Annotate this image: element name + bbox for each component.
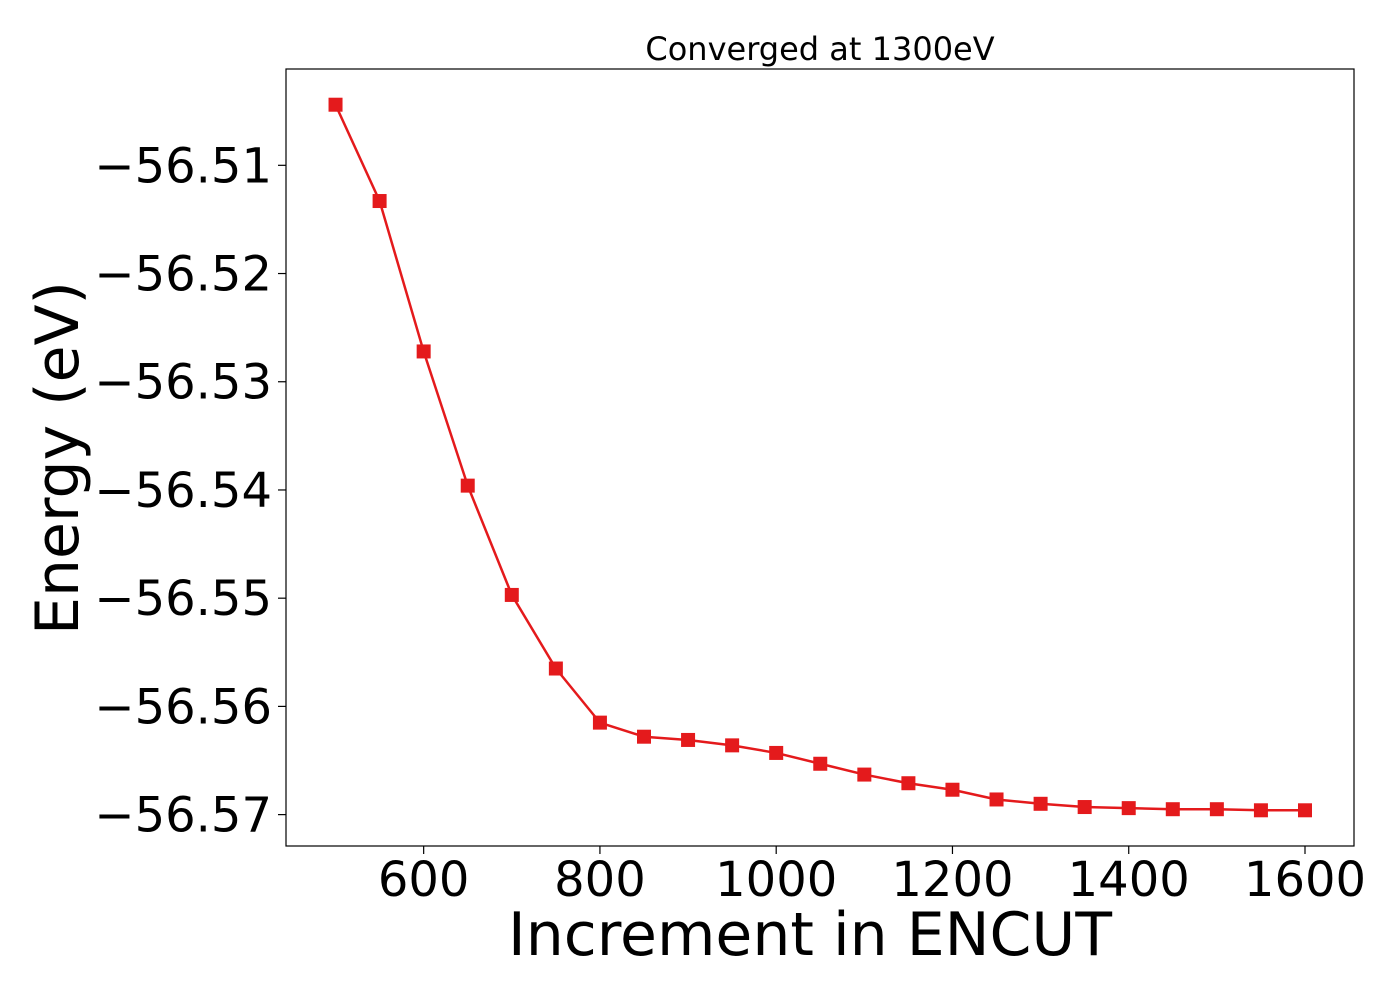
data-point	[945, 782, 960, 797]
x-axis-label: Increment in ENCUT	[508, 900, 1112, 970]
data-point	[1121, 801, 1136, 816]
x-axis: 600 800 1000 1200 1400 1600	[378, 846, 1366, 908]
data-point	[460, 478, 475, 493]
x-tick-label: 800	[554, 852, 646, 908]
data-point	[1077, 800, 1092, 815]
x-tick-label: 1200	[891, 852, 1013, 908]
data-point	[328, 97, 343, 112]
y-tick-label: −56.52	[94, 247, 272, 303]
y-axis: −56.51 −56.52 −56.53 −56.54 −56.55 −56.56 −56.…	[94, 138, 286, 844]
data-point	[989, 792, 1004, 807]
chart-title: Converged at 1300eV	[645, 30, 994, 68]
y-tick-label: −56.57	[94, 788, 272, 844]
x-tick-label: 1600	[1244, 852, 1366, 908]
data-point	[1253, 803, 1268, 818]
y-tick-label: −56.55	[94, 571, 272, 627]
data-point	[372, 194, 387, 209]
data-point	[1165, 802, 1180, 817]
y-tick-label: −56.56	[94, 679, 272, 735]
data-point	[901, 776, 916, 791]
data-point	[592, 715, 607, 730]
data-point	[548, 661, 563, 676]
data-point	[813, 756, 828, 771]
data-point	[504, 587, 519, 602]
data-point	[416, 344, 431, 359]
series-layer	[328, 97, 1312, 818]
data-point	[636, 729, 651, 744]
x-tick-label: 1400	[1068, 852, 1190, 908]
data-point	[1033, 796, 1048, 811]
data-point	[725, 738, 740, 753]
plot-frame	[285, 68, 1355, 847]
data-point	[681, 732, 696, 747]
plot-area	[285, 68, 1355, 847]
y-tick-label: −56.51	[94, 138, 272, 194]
x-tick-label: 1000	[715, 852, 837, 908]
x-tick-label: 600	[378, 852, 470, 908]
y-axis-label: Energy (eV)	[23, 281, 93, 635]
data-point	[1297, 803, 1312, 818]
y-tick-label: −56.54	[94, 463, 272, 519]
data-point	[1209, 802, 1224, 817]
data-point	[769, 745, 784, 760]
y-tick-label: −56.53	[94, 355, 272, 411]
data-point	[857, 767, 872, 782]
